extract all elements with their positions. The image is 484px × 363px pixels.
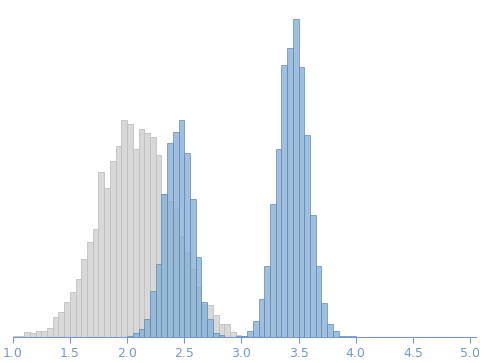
Bar [93, 229, 98, 337]
Bar [276, 149, 282, 337]
Bar [121, 120, 127, 337]
Bar [173, 132, 179, 337]
Bar [207, 305, 213, 337]
Bar [156, 155, 161, 337]
Bar [13, 336, 18, 337]
Bar [70, 292, 76, 337]
Bar [81, 259, 87, 337]
Bar [293, 19, 299, 337]
Bar [196, 287, 201, 337]
Bar [201, 304, 207, 337]
Bar [344, 336, 350, 337]
Bar [264, 266, 270, 337]
Bar [156, 264, 161, 337]
Bar [236, 335, 242, 337]
Bar [133, 333, 138, 337]
Bar [190, 269, 196, 337]
Bar [87, 242, 93, 337]
Bar [213, 315, 219, 337]
Bar [247, 336, 253, 337]
Bar [59, 312, 64, 337]
Bar [64, 302, 70, 337]
Bar [104, 188, 110, 337]
Bar [167, 143, 173, 337]
Bar [167, 201, 173, 337]
Bar [41, 331, 47, 337]
Bar [299, 67, 304, 337]
Bar [116, 146, 121, 337]
Bar [179, 236, 184, 337]
Bar [224, 324, 230, 337]
Bar [179, 120, 184, 337]
Bar [219, 324, 224, 337]
Bar [270, 204, 276, 337]
Bar [304, 135, 310, 337]
Bar [144, 319, 150, 337]
Bar [242, 336, 247, 337]
Bar [127, 336, 133, 337]
Bar [201, 302, 207, 337]
Bar [264, 336, 270, 337]
Bar [110, 161, 116, 337]
Bar [30, 333, 36, 337]
Bar [287, 48, 293, 337]
Bar [76, 279, 81, 337]
Bar [207, 319, 213, 337]
Bar [127, 124, 133, 337]
Bar [24, 332, 30, 337]
Bar [321, 303, 327, 337]
Bar [258, 336, 264, 337]
Bar [196, 257, 201, 337]
Bar [219, 335, 224, 337]
Bar [190, 199, 196, 337]
Bar [173, 209, 179, 337]
Bar [36, 331, 41, 337]
Bar [150, 291, 156, 337]
Bar [327, 324, 333, 337]
Bar [144, 133, 150, 337]
Bar [253, 336, 258, 337]
Bar [161, 194, 167, 337]
Bar [53, 317, 59, 337]
Bar [138, 129, 144, 337]
Bar [133, 149, 138, 337]
Bar [18, 336, 24, 337]
Bar [138, 329, 144, 337]
Bar [242, 336, 247, 337]
Bar [282, 65, 287, 337]
Bar [258, 298, 264, 337]
Bar [247, 331, 253, 337]
Bar [316, 266, 321, 337]
Bar [184, 153, 190, 337]
Bar [47, 328, 53, 337]
Bar [213, 333, 219, 337]
Bar [184, 252, 190, 337]
Bar [276, 336, 282, 337]
Bar [339, 336, 344, 337]
Bar [310, 215, 316, 337]
Bar [150, 137, 156, 337]
Bar [333, 331, 339, 337]
Bar [230, 332, 236, 337]
Bar [98, 172, 104, 337]
Bar [161, 194, 167, 337]
Bar [253, 321, 258, 337]
